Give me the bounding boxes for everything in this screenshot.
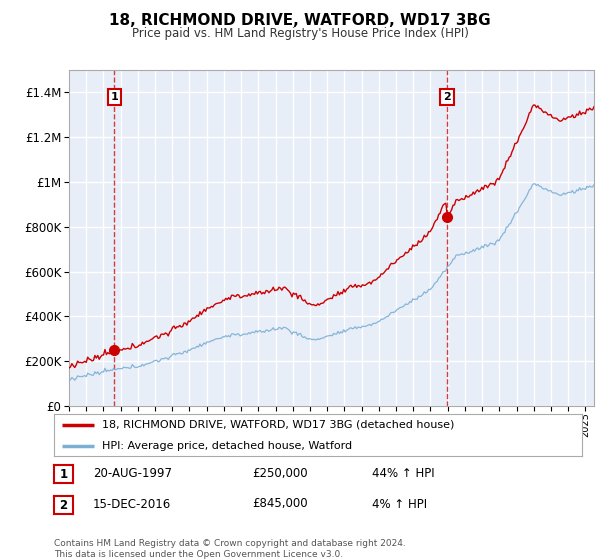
Text: £250,000: £250,000	[252, 466, 308, 480]
Text: 2: 2	[59, 498, 68, 512]
Text: 18, RICHMOND DRIVE, WATFORD, WD17 3BG: 18, RICHMOND DRIVE, WATFORD, WD17 3BG	[109, 13, 491, 28]
Text: 1: 1	[59, 468, 68, 481]
Text: 4% ↑ HPI: 4% ↑ HPI	[372, 497, 427, 511]
Text: £845,000: £845,000	[252, 497, 308, 511]
Text: Price paid vs. HM Land Registry's House Price Index (HPI): Price paid vs. HM Land Registry's House …	[131, 27, 469, 40]
Text: 2: 2	[443, 92, 451, 102]
Text: 15-DEC-2016: 15-DEC-2016	[93, 497, 171, 511]
Text: 1: 1	[110, 92, 118, 102]
Text: 18, RICHMOND DRIVE, WATFORD, WD17 3BG (detached house): 18, RICHMOND DRIVE, WATFORD, WD17 3BG (d…	[101, 420, 454, 430]
Text: Contains HM Land Registry data © Crown copyright and database right 2024.
This d: Contains HM Land Registry data © Crown c…	[54, 539, 406, 559]
Text: HPI: Average price, detached house, Watford: HPI: Average price, detached house, Watf…	[101, 441, 352, 451]
Text: 44% ↑ HPI: 44% ↑ HPI	[372, 466, 434, 480]
Text: 20-AUG-1997: 20-AUG-1997	[93, 466, 172, 480]
